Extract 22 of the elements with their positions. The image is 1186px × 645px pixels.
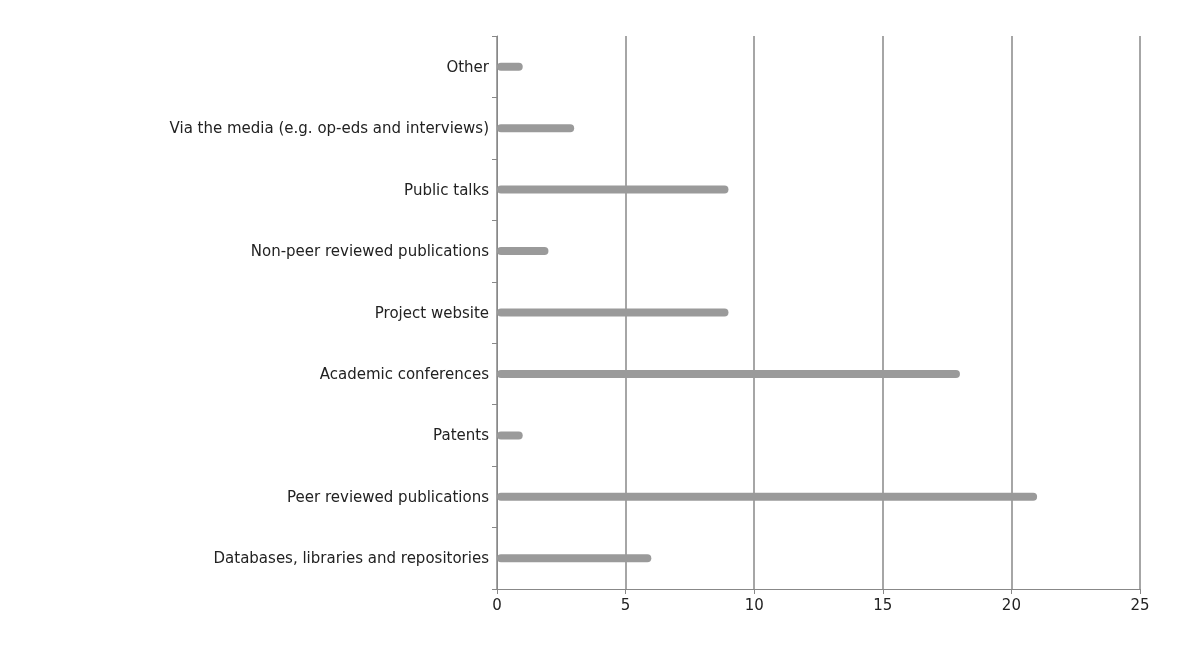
bar bbox=[497, 554, 652, 563]
bar bbox=[497, 185, 729, 194]
y-tick-label: Databases, libraries and repositories bbox=[213, 549, 490, 568]
x-tick-label: 20 bbox=[1001, 595, 1021, 614]
bar bbox=[497, 369, 960, 378]
y-tick-label: Non-peer reviewed publications bbox=[250, 242, 490, 261]
y-tick-label: Public talks bbox=[404, 180, 490, 199]
y-tick-label: Academic conferences bbox=[319, 364, 490, 383]
bar bbox=[497, 124, 575, 133]
y-tick-label: Patents bbox=[433, 426, 490, 445]
x-tick-label: 5 bbox=[620, 595, 631, 614]
x-tick-label: 25 bbox=[1130, 595, 1150, 614]
y-tick-label: Project website bbox=[374, 303, 489, 322]
x-tick-label: 10 bbox=[744, 595, 764, 614]
bar bbox=[497, 492, 1038, 501]
x-tick-label: 0 bbox=[492, 595, 502, 614]
y-tick-label: Other bbox=[446, 57, 490, 76]
bar bbox=[497, 247, 549, 256]
x-tick-label: 15 bbox=[873, 595, 893, 614]
y-tick-label: Peer reviewed publications bbox=[287, 487, 490, 506]
y-tick-label: Via the media (e.g. op-eds and interviews) bbox=[169, 119, 489, 138]
bar bbox=[497, 308, 729, 317]
